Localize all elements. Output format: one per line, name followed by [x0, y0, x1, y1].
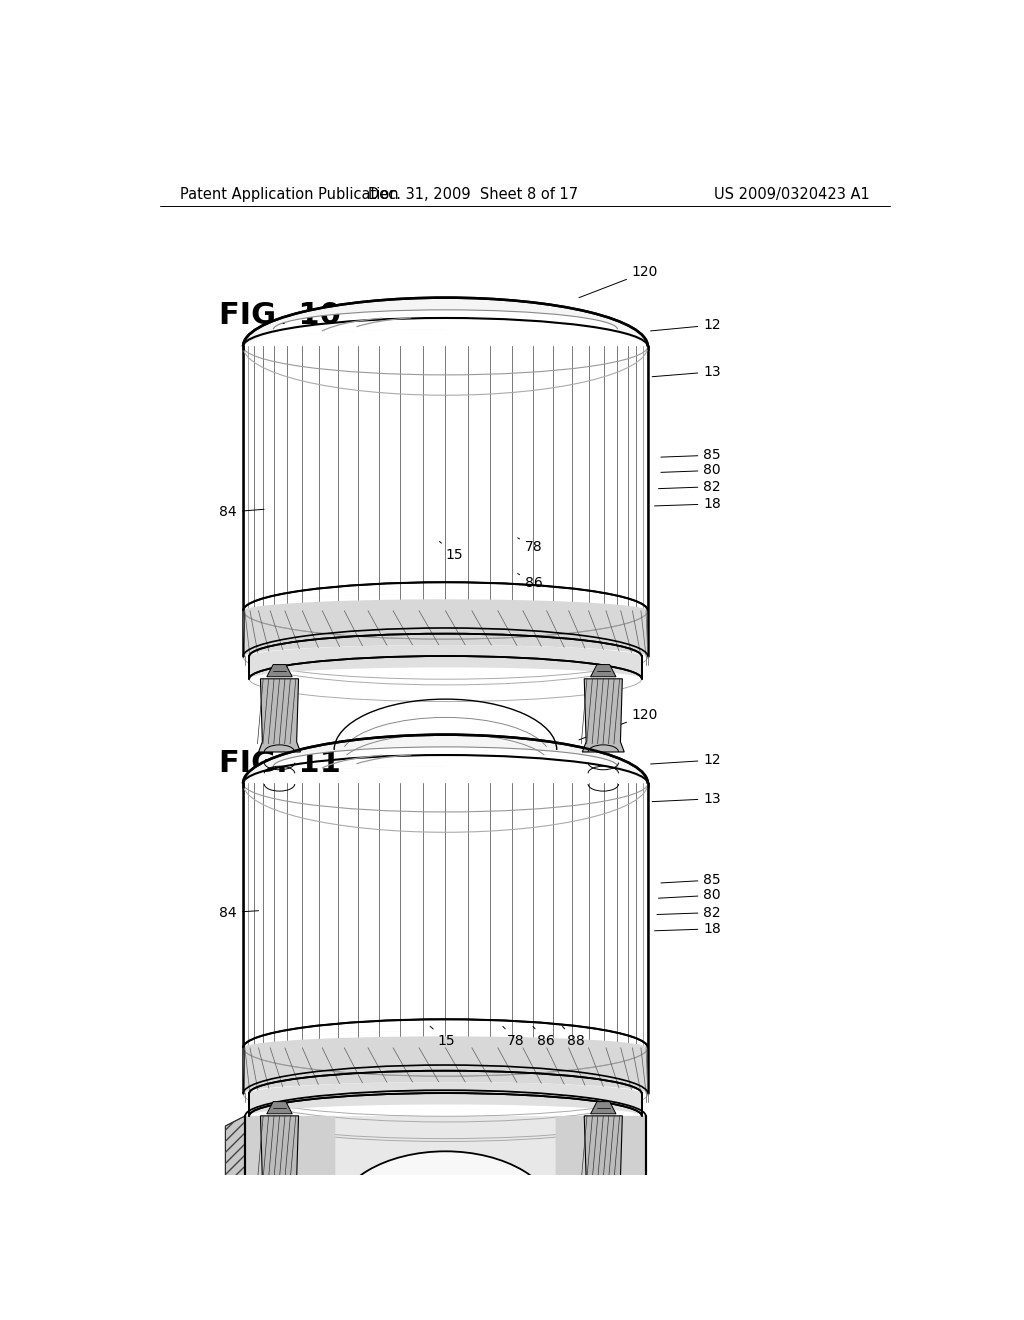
Polygon shape — [249, 645, 642, 678]
Polygon shape — [258, 1115, 300, 1189]
Polygon shape — [243, 298, 648, 346]
Polygon shape — [245, 1222, 646, 1241]
Polygon shape — [225, 1115, 245, 1233]
Text: 12: 12 — [650, 754, 721, 767]
Text: 80: 80 — [658, 888, 721, 903]
Text: 15: 15 — [430, 1026, 455, 1048]
Text: Dec. 31, 2009  Sheet 8 of 17: Dec. 31, 2009 Sheet 8 of 17 — [369, 187, 579, 202]
Text: 86: 86 — [534, 1027, 554, 1048]
Text: 15: 15 — [439, 541, 463, 562]
Polygon shape — [243, 599, 648, 656]
Polygon shape — [556, 1115, 646, 1222]
Text: 86: 86 — [518, 573, 543, 590]
Polygon shape — [245, 1115, 335, 1222]
Text: 85: 85 — [660, 449, 721, 462]
Polygon shape — [243, 767, 445, 1048]
Polygon shape — [258, 678, 300, 752]
Text: 84: 84 — [219, 906, 258, 920]
Polygon shape — [243, 735, 648, 784]
Text: 80: 80 — [660, 463, 721, 478]
Polygon shape — [267, 1102, 292, 1114]
Text: FIG. 11: FIG. 11 — [219, 748, 341, 777]
Text: 78: 78 — [503, 1027, 525, 1048]
Text: 12: 12 — [650, 318, 721, 333]
Text: 78: 78 — [518, 537, 543, 553]
Text: 120: 120 — [579, 709, 658, 739]
Text: 13: 13 — [652, 364, 721, 379]
Polygon shape — [583, 678, 625, 752]
Text: 84: 84 — [219, 506, 264, 519]
Polygon shape — [591, 1102, 616, 1114]
Polygon shape — [243, 330, 648, 611]
Polygon shape — [267, 664, 292, 677]
Polygon shape — [249, 1082, 642, 1115]
Text: Patent Application Publication: Patent Application Publication — [179, 187, 398, 202]
Polygon shape — [245, 1115, 646, 1222]
Text: 13: 13 — [652, 792, 721, 805]
Text: 18: 18 — [654, 496, 721, 511]
Text: 120: 120 — [579, 265, 658, 298]
Text: US 2009/0320423 A1: US 2009/0320423 A1 — [715, 187, 870, 202]
Text: 85: 85 — [660, 873, 721, 887]
Text: 18: 18 — [654, 921, 721, 936]
Text: 82: 82 — [657, 906, 721, 920]
Text: 88: 88 — [562, 1027, 585, 1048]
Text: FIG. 10: FIG. 10 — [219, 301, 341, 330]
Text: 82: 82 — [658, 479, 721, 494]
Polygon shape — [243, 1036, 648, 1093]
Polygon shape — [243, 767, 648, 1048]
Polygon shape — [591, 664, 616, 677]
Polygon shape — [243, 330, 445, 611]
Polygon shape — [583, 1115, 625, 1189]
Polygon shape — [335, 1151, 556, 1222]
